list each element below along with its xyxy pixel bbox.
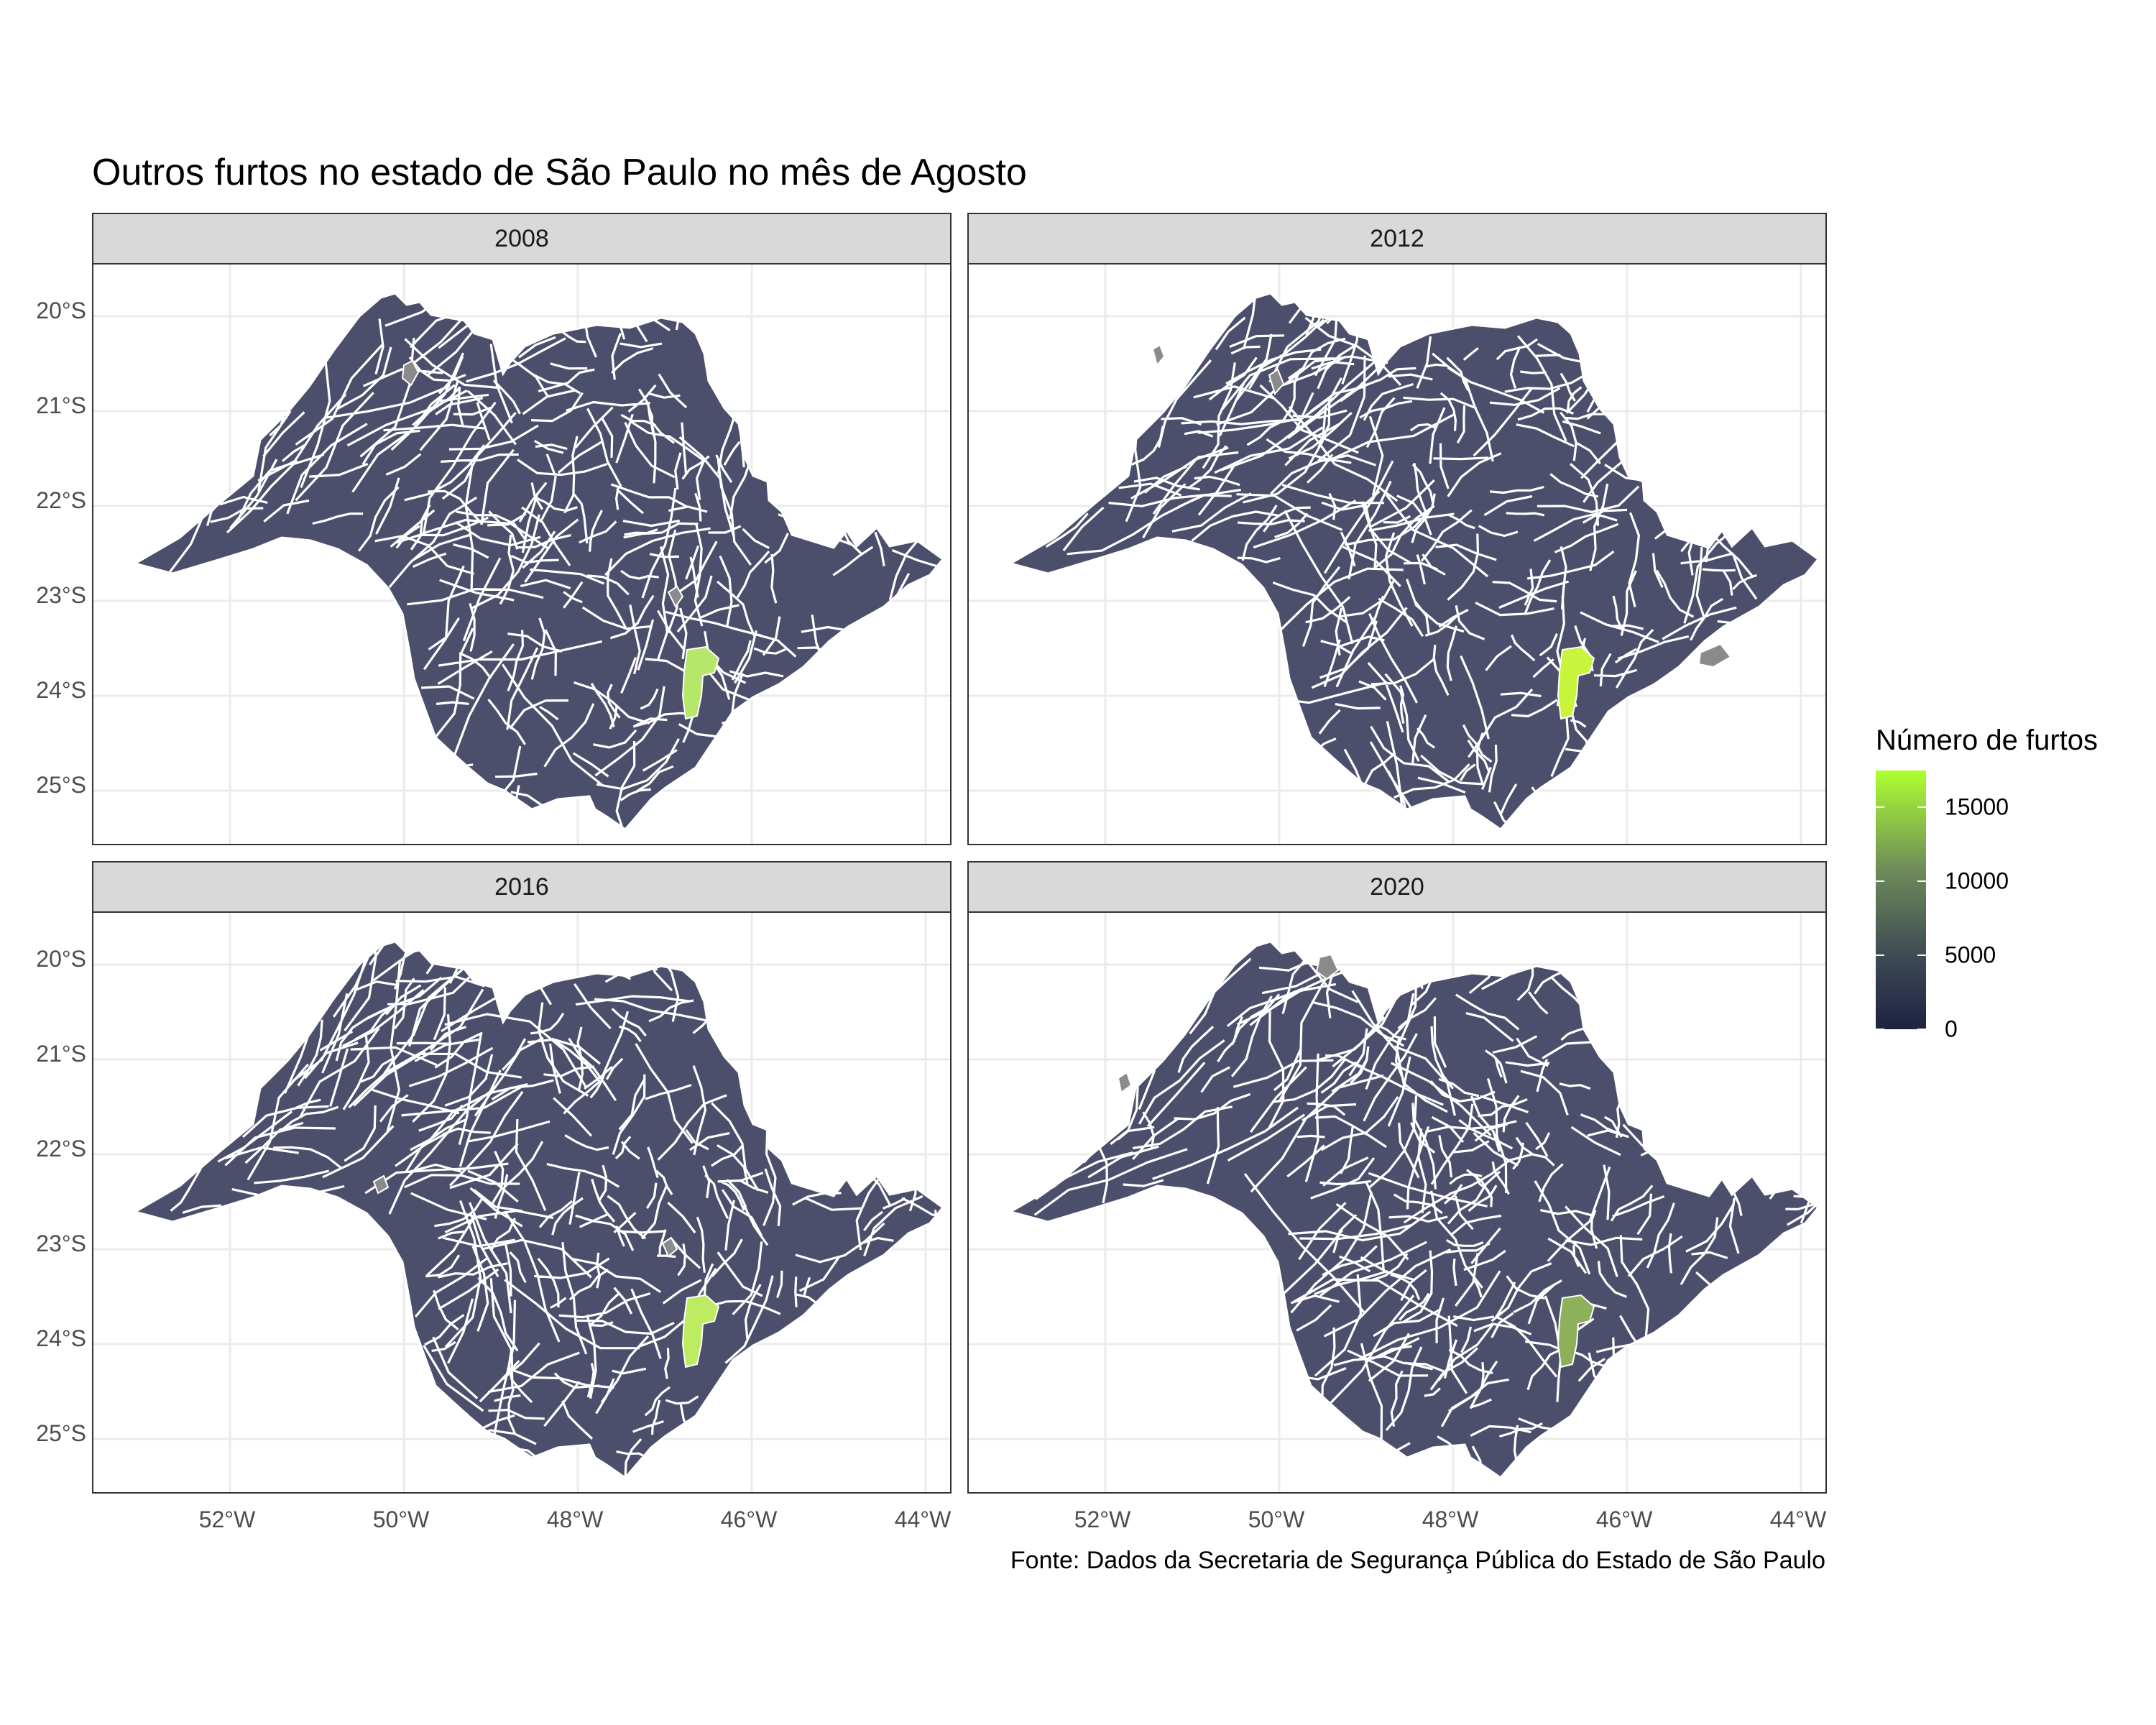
y-tick-label: 24°S	[36, 677, 86, 703]
legend-label: 10000	[1945, 868, 2009, 894]
municipality-medium	[1117, 1071, 1133, 1094]
state-border	[132, 292, 945, 832]
legend-tick	[1876, 880, 1884, 883]
legend-tick	[1917, 954, 1926, 957]
x-tick-label: 44°W	[1769, 1506, 1827, 1532]
facet-strip-2016: 2016	[92, 861, 952, 913]
legend-title: Número de furtos	[1876, 724, 2099, 756]
state-border	[132, 940, 945, 1480]
legend-label: 15000	[1945, 794, 2009, 820]
legend-colorbar	[1876, 770, 1926, 1029]
municipality-sao-paulo-hotspot	[1557, 645, 1595, 720]
municipality-medium	[1315, 953, 1340, 980]
municipality-medium	[1697, 643, 1732, 668]
legend-tick	[1876, 1029, 1884, 1030]
facet-strip-2020: 2020	[967, 861, 1827, 913]
y-tick-label: 20°S	[36, 298, 86, 323]
legend-label: 5000	[1945, 942, 1996, 968]
state-outline	[135, 942, 943, 1478]
x-tick-label: 52°W	[1074, 1506, 1131, 1532]
state-outline	[1010, 942, 1818, 1478]
municipality-medium	[1151, 344, 1166, 367]
municipality-sao-paulo-hotspot	[681, 1294, 720, 1368]
municipality-sao-paulo-hotspot	[1557, 1294, 1595, 1368]
municipality-medium	[401, 359, 420, 387]
y-tick-label: 22°S	[36, 487, 86, 513]
y-tick-label: 24°S	[36, 1325, 86, 1351]
legend-tick	[1876, 954, 1884, 957]
x-tick-label: 50°W	[1248, 1506, 1305, 1532]
y-tick-label: 21°S	[36, 392, 86, 418]
map-plot-2012	[967, 263, 1827, 845]
source-caption: Fonte: Dados da Secretaria de Segurança …	[1010, 1547, 1825, 1574]
municipality-borders	[170, 942, 943, 1478]
y-tick-label: 21°S	[36, 1041, 86, 1067]
x-tick-label: 50°W	[372, 1506, 430, 1532]
municipality-sao-paulo-hotspot	[681, 645, 720, 720]
x-tick-label: 44°W	[894, 1506, 952, 1532]
x-tick-label: 46°W	[1595, 1506, 1653, 1532]
facet-strip-2012: 2012	[967, 213, 1827, 264]
municipality-medium	[661, 1236, 678, 1258]
legend-tick	[1917, 880, 1926, 883]
panel-2016: 2016	[92, 861, 952, 1494]
map-svg-2016	[93, 913, 950, 1492]
x-tick-label: 48°W	[546, 1506, 604, 1532]
legend-label: 0	[1945, 1016, 1958, 1042]
municipality-medium	[667, 585, 684, 608]
facet-strip-2008: 2008	[92, 213, 952, 264]
y-tick-label: 23°S	[36, 1230, 86, 1256]
y-tick-label: 25°S	[36, 1420, 86, 1446]
state-outline	[1010, 293, 1818, 829]
map-plot-2020	[967, 911, 1827, 1494]
y-tick-label: 23°S	[36, 582, 86, 608]
y-tick-label: 25°S	[36, 772, 86, 798]
panel-2008: 2008	[92, 213, 952, 845]
figure-title: Outros furtos no estado de São Paulo no …	[92, 152, 1027, 193]
legend-tick	[1876, 806, 1884, 809]
map-svg-2020	[969, 913, 1825, 1492]
municipality-medium	[1268, 368, 1285, 396]
x-tick-label: 46°W	[720, 1506, 778, 1532]
municipality-medium	[372, 1174, 390, 1195]
color-legend: Número de furtos 15000 10000 5000 0	[1876, 724, 2099, 1042]
panel-2020: 2020	[967, 861, 1827, 1494]
y-tick-label: 20°S	[36, 946, 86, 972]
y-tick-label: 22°S	[36, 1136, 86, 1162]
map-svg-2008	[93, 264, 950, 844]
map-svg-2012	[969, 264, 1825, 844]
state-border	[1008, 292, 1820, 832]
map-plot-2016	[92, 911, 952, 1494]
x-tick-label: 48°W	[1422, 1506, 1479, 1532]
x-tick-label: 52°W	[198, 1506, 256, 1532]
legend-tick	[1917, 806, 1926, 809]
map-plot-2008	[92, 263, 952, 845]
panel-2012: 2012	[967, 213, 1827, 845]
legend-tick	[1917, 1029, 1926, 1030]
municipality-border-lines	[170, 942, 943, 1478]
